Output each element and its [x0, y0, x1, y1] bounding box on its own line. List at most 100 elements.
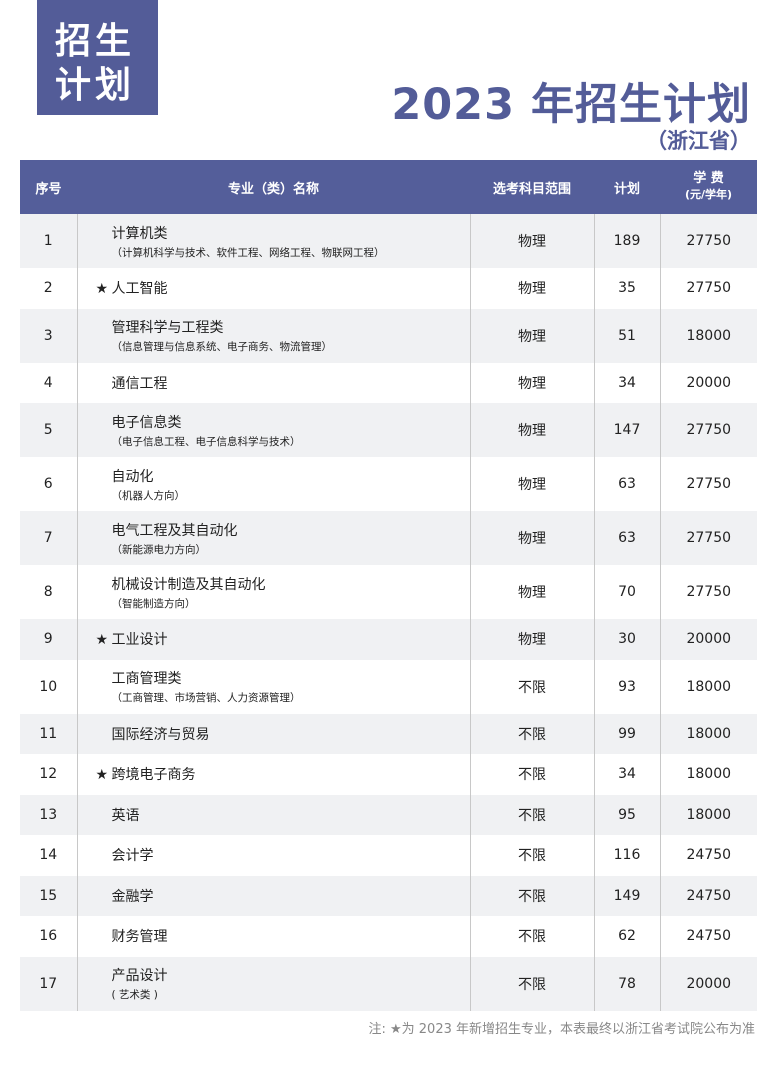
major-detail: （新能源电力方向） [111, 543, 207, 556]
row-plan: 30 [593, 619, 660, 660]
row-fee: 20000 [659, 619, 757, 660]
major-detail: （机器人方向） [111, 489, 186, 502]
row-no: 2 [43, 280, 53, 297]
row-fee: 18000 [659, 794, 757, 835]
table-row: 11 国际经济与贸易 不限 99 18000 [20, 713, 757, 754]
row-subjects: 不限 [469, 956, 594, 1011]
table-header: 序号 专业（类）名称 选考科目范围 计划 学 费 (元/学年) [20, 160, 757, 214]
major-name: 计算机类 [111, 225, 168, 242]
row-plan: 99 [593, 713, 660, 754]
row-plan: 95 [593, 794, 660, 835]
major-detail: （电子信息工程、电子信息科学与技术） [111, 435, 301, 448]
row-fee: 18000 [659, 659, 757, 714]
row-subjects: 不限 [469, 713, 594, 754]
table-row: 10 工商管理类 （工商管理、市场营销、人力资源管理） 不限 93 18000 [20, 659, 757, 714]
row-fee: 18000 [659, 308, 757, 363]
major-name: 工业设计 [111, 632, 168, 649]
row-fee: 27750 [659, 403, 757, 457]
row-major: 产品设计 ( 艺术类 ) [76, 956, 470, 1011]
row-major: 财务管理 [76, 916, 470, 957]
table-row: 6 自动化 （机器人方向） 物理 63 27750 [20, 457, 757, 511]
page-subtitle: （浙江省） [646, 129, 751, 153]
major-name: 电气工程及其自动化 [111, 522, 238, 539]
row-no: 9 [20, 619, 77, 660]
table-row: 9 ★ 工业设计 物理 30 20000 [20, 619, 757, 660]
row-no: 6 [43, 476, 53, 492]
row-fee: 27750 [659, 268, 757, 309]
row-major: 国际经济与贸易 [76, 713, 470, 754]
major-name: 产品设计 [111, 968, 168, 984]
major-detail: （信息管理与信息系统、电子商务、物流管理） [111, 341, 333, 353]
row-fee: 20000 [659, 956, 757, 1011]
row-fee: 24750 [659, 875, 757, 916]
row-fee: 27750 [659, 565, 757, 619]
major-detail: （智能制造方向） [111, 597, 196, 610]
row-major: 英语 [76, 794, 470, 835]
row-fee: 27750 [659, 511, 757, 565]
header-name: 专业（类）名称 [77, 160, 470, 214]
table-row: 7 电气工程及其自动化 （新能源电力方向） 物理 63 27750 [20, 511, 757, 565]
row-subjects: 物理 [469, 362, 594, 403]
row-subjects: 不限 [469, 659, 594, 714]
major-name: 金融学 [111, 888, 154, 905]
row-no: 3 [20, 308, 77, 363]
row-plan: 34 [593, 754, 660, 795]
row-plan: 63 [593, 511, 660, 565]
row-plan: 63 [593, 457, 660, 511]
row-fee: 27750 [659, 457, 757, 511]
row-no: 15 [20, 875, 77, 916]
row-plan: 78 [593, 956, 660, 1011]
row-subjects: 物理 [469, 214, 594, 268]
major-name: 人工智能 [111, 281, 168, 298]
table-row: 13 英语 不限 95 18000 [20, 794, 757, 835]
major-name: 国际经济与贸易 [111, 726, 210, 743]
row-fee: 24750 [659, 916, 757, 957]
row-subjects: 物理 [469, 268, 594, 309]
row-plan: 62 [593, 916, 660, 957]
major-name: 自动化 [111, 468, 154, 485]
header-plan: 计划 [594, 160, 660, 214]
row-no: 4 [43, 374, 53, 391]
row-no: 10 [39, 678, 58, 695]
table-row: 3 管理科学与工程类 （信息管理与信息系统、电子商务、物流管理） 物理 51 18… [20, 308, 757, 363]
row-major: 管理科学与工程类 （信息管理与信息系统、电子商务、物流管理） [76, 308, 470, 363]
row-subjects: 不限 [469, 754, 594, 795]
table-row: 12 ★ 跨境电子商务 不限 34 18000 [20, 754, 757, 795]
footnote: 注: ★为 2023 年新增招生专业，本表最终以浙江省考试院公布为准 [368, 1022, 755, 1037]
row-plan: 70 [593, 565, 660, 619]
row-major: 电气工程及其自动化 （新能源电力方向） [76, 511, 470, 565]
table-row: 16 财务管理 不限 62 24750 [20, 916, 757, 957]
major-name: 工商管理类 [111, 671, 182, 687]
row-plan: 34 [593, 362, 660, 403]
table-row: 1 计算机类 （计算机科学与技术、软件工程、网络工程、物联网工程） 物理 189 … [20, 214, 757, 268]
row-plan: 35 [593, 268, 660, 309]
row-major: 机械设计制造及其自动化 （智能制造方向） [76, 565, 470, 619]
table-row: 8 机械设计制造及其自动化 （智能制造方向） 物理 70 27750 [20, 565, 757, 619]
row-fee: 20000 [659, 362, 757, 403]
major-name: 跨境电子商务 [111, 767, 196, 784]
major-detail: （计算机科学与技术、软件工程、网络工程、物联网工程） [111, 246, 385, 259]
header-subjects: 选考科目范围 [470, 160, 594, 214]
major-name: 管理科学与工程类 [111, 320, 224, 336]
table-row: 2 ★ 人工智能 物理 35 27750 [20, 268, 757, 309]
row-major: 计算机类 （计算机科学与技术、软件工程、网络工程、物联网工程） [76, 214, 470, 268]
row-plan: 147 [593, 403, 660, 457]
row-plan: 51 [593, 308, 660, 363]
row-no: 11 [20, 713, 77, 754]
major-name: 电子信息类 [111, 414, 182, 431]
major-name: 机械设计制造及其自动化 [111, 576, 266, 593]
row-plan: 189 [593, 214, 660, 268]
major-name: 会计学 [111, 848, 154, 865]
row-no: 16 [39, 928, 58, 945]
row-subjects: 物理 [469, 308, 594, 363]
major-name: 财务管理 [111, 929, 168, 946]
table-row: 15 金融学 不限 149 24750 [20, 875, 757, 916]
row-fee: 24750 [659, 835, 757, 876]
row-subjects: 物理 [469, 403, 594, 457]
row-subjects: 物理 [469, 511, 594, 565]
table-row: 17 产品设计 ( 艺术类 ) 不限 78 20000 [20, 956, 757, 1011]
row-fee: 18000 [659, 713, 757, 754]
row-major: 电子信息类 （电子信息工程、电子信息科学与技术） [76, 403, 470, 457]
row-major: ★ 跨境电子商务 [76, 754, 470, 795]
major-name: 英语 [111, 807, 140, 824]
